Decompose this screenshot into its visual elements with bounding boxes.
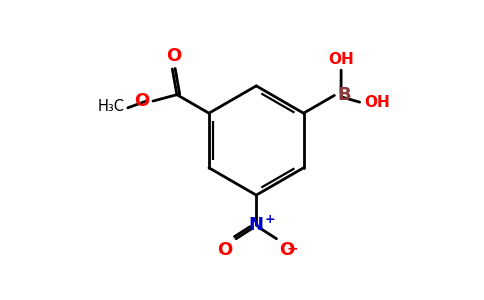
Text: B: B <box>337 86 351 104</box>
Text: O: O <box>134 92 149 110</box>
Text: O: O <box>217 241 232 259</box>
Text: OH: OH <box>328 52 354 67</box>
Text: −: − <box>287 242 299 256</box>
Text: O: O <box>166 47 181 65</box>
Text: O: O <box>279 241 295 259</box>
Text: N: N <box>249 216 264 234</box>
Text: +: + <box>264 213 275 226</box>
Text: H₃C: H₃C <box>98 99 125 114</box>
Text: OH: OH <box>364 94 390 110</box>
